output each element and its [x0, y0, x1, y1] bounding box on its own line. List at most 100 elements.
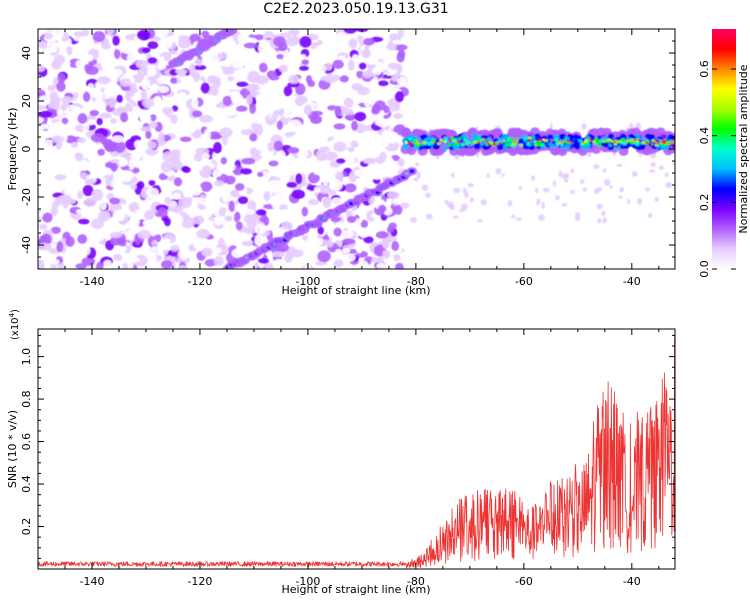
x-tick-label: -120	[187, 275, 212, 288]
spectrogram-cell	[671, 140, 675, 143]
spectrogram-cell	[374, 114, 382, 126]
spectrogram-cell	[170, 159, 183, 171]
spectrogram-cell	[285, 36, 299, 47]
spectrogram-cell	[672, 161, 675, 166]
spectrogram-cell	[399, 219, 409, 229]
spectrogram-cell	[38, 105, 46, 111]
spectrogram-cell	[570, 168, 575, 174]
spectrogram-cell	[77, 137, 87, 144]
spectrogram-cell	[44, 33, 54, 39]
spectrogram-cell	[235, 221, 243, 231]
spectrogram-cell	[53, 54, 66, 65]
spectrogram-cell	[114, 140, 126, 153]
spectrogram-cell	[218, 206, 226, 218]
spectrogram-cell	[97, 210, 111, 222]
spectrogram-cell	[171, 192, 181, 200]
spectrogram-cell	[47, 85, 56, 92]
spectrogram-cell	[249, 133, 258, 142]
spectrogram-cell	[393, 44, 408, 51]
spectrogram-cell	[294, 96, 305, 107]
spectrogram-cell	[335, 32, 348, 44]
spectrogram-cell	[98, 167, 105, 177]
spectrogram-cell	[124, 102, 132, 111]
spectrogram-cell	[107, 223, 118, 231]
spectrogram-cell	[447, 201, 454, 208]
spectrogram-cell	[450, 172, 455, 178]
spectrogram-cell	[596, 203, 603, 210]
spectrogram-cell	[295, 138, 309, 146]
spectrogram-cell	[304, 104, 313, 116]
spectrogram-cell	[177, 265, 188, 269]
snr-series-line	[38, 336, 675, 569]
spectrogram-cell	[397, 76, 407, 86]
spectrogram-cell	[363, 37, 375, 46]
spectrogram-cell	[279, 204, 289, 211]
spectrogram-cell	[650, 142, 654, 146]
spectrogram-cell	[542, 187, 550, 193]
spectrogram-cell	[164, 197, 172, 205]
spectrogram-cell	[332, 59, 344, 69]
spectrogram-cell	[366, 56, 377, 66]
spectrogram-cell	[547, 134, 554, 140]
spectrogram-cell	[549, 123, 553, 130]
spectrogram-cell	[321, 130, 331, 138]
spectrogram-cell	[346, 216, 357, 223]
colorbar-tick-label: 0.0	[698, 260, 711, 278]
spectrogram-cell	[408, 137, 413, 141]
spectrogram-cell	[310, 41, 317, 50]
spectrogram-cell	[273, 140, 283, 152]
spectrogram-cell	[391, 74, 399, 82]
spectrogram-cell	[348, 74, 356, 87]
spectrogram-cell	[286, 181, 298, 188]
spectrogram-cell	[227, 29, 238, 35]
spectrogram-cell	[658, 165, 665, 170]
spectrogram-cell	[243, 42, 258, 49]
spectrogram-cell	[671, 142, 675, 146]
spectrogram-cell	[241, 157, 256, 165]
spectrogram-cell	[475, 152, 480, 158]
spectrogram-cell	[57, 263, 66, 269]
spectrogram-cell	[129, 82, 137, 93]
spectrogram-cell	[604, 178, 611, 186]
spectrogram-cell	[477, 218, 483, 223]
spectrogram-cell	[471, 135, 478, 141]
spectrogram-cell	[89, 110, 100, 116]
spectrogram-cell	[47, 100, 60, 110]
x-tick-label: -60	[515, 575, 533, 588]
spectrogram-cell	[301, 206, 308, 217]
spectrogram-cell	[388, 134, 398, 144]
spectrogram-cell	[290, 249, 304, 258]
spectrogram-cell	[227, 142, 236, 151]
spectrogram-cell	[387, 62, 400, 70]
spectrogram-cell	[255, 209, 267, 216]
x-tick-label: -140	[79, 275, 104, 288]
spectrogram-cell	[97, 148, 105, 156]
x-tick-label: -120	[187, 575, 212, 588]
spectrogram-cell	[149, 252, 157, 264]
x-tick-label: -80	[407, 275, 425, 288]
spectrogram-cell	[213, 247, 222, 254]
spectrogram-cell	[372, 177, 381, 185]
spectrogram-cell	[139, 114, 151, 124]
spectrogram-cell	[86, 54, 94, 62]
spectrogram-cell	[397, 158, 405, 167]
spectrogram-cell	[278, 42, 288, 52]
spectrogram-cell	[269, 95, 277, 106]
spectrogram-cell	[257, 158, 270, 170]
spectrogram-cell	[224, 215, 233, 222]
spectrogram-cell	[196, 228, 210, 239]
spectrogram-cell	[589, 138, 593, 141]
spectrogram-cell	[71, 243, 84, 251]
spectrogram-cell	[388, 222, 397, 230]
spectrogram-cell	[422, 140, 427, 145]
y-tick-label: 0	[20, 146, 33, 153]
spectrogram-cell	[162, 238, 171, 248]
spectrogram-cell	[300, 54, 307, 60]
spectrogram-cell	[228, 200, 235, 212]
spectrogram-cell	[324, 151, 338, 162]
spectrogram-cell	[322, 176, 329, 186]
spectrogram-cell	[254, 75, 269, 85]
spectrogram-cell	[336, 158, 346, 164]
snr-background	[38, 329, 675, 569]
spectrogram-cell	[206, 85, 219, 97]
